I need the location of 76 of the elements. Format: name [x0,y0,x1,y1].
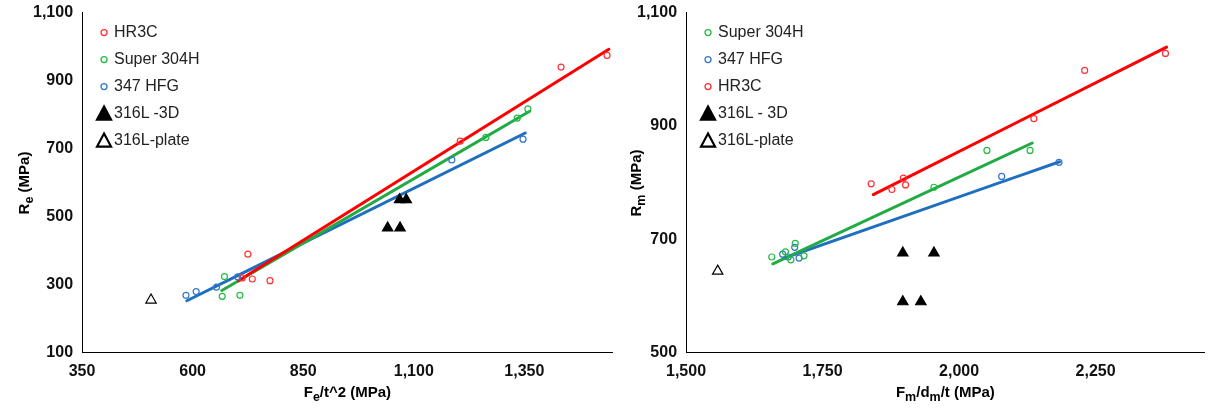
x-tick-label: 600 [179,361,207,379]
point [930,183,938,191]
x-tick-label: 1,500 [666,361,707,379]
point [192,287,200,296]
point [400,193,413,204]
point [266,277,274,285]
point [238,274,246,282]
y-tick-label: 700 [650,229,678,247]
y-tick-label: 300 [46,275,74,293]
point [236,291,244,299]
x-tick-label: 850 [289,361,317,379]
point [519,135,527,143]
legend-label: 347 HFG [718,50,783,68]
y-tick-label: 1,100 [636,3,678,21]
y-tick-label: 100 [46,343,74,361]
y-tick-label: 900 [46,71,74,89]
point [248,275,256,283]
point [791,239,799,247]
x-tick-label: 2,000 [939,361,980,379]
point [928,246,940,257]
x-axis-title: F$_{e}$/t^2 (MPa) [303,382,392,404]
y-tick-label: 1,100 [32,3,74,21]
point [218,292,226,300]
point [524,105,532,113]
point [897,295,909,306]
point [448,156,456,164]
point [244,250,252,258]
legend-label: HR3C [114,23,158,41]
point [603,51,611,60]
y-tick-label: 500 [46,207,74,225]
point [901,181,910,189]
point [795,254,803,262]
y-tick-label: 700 [46,139,74,157]
legend-label: 316L - 3D [718,104,788,122]
x-tick-label: 1,350 [504,361,545,379]
point [1055,158,1063,166]
point [456,137,464,145]
point [182,291,190,299]
y-tick-label: 500 [650,343,678,361]
point [220,273,229,281]
legend-label: HR3C [718,77,762,95]
point [381,221,394,232]
point [394,221,406,232]
point [899,174,907,182]
legend-label: 347 HFG [114,77,179,95]
point [145,293,157,304]
point [234,273,242,281]
point [867,180,875,188]
point [800,252,808,260]
point [557,63,565,71]
point [768,253,776,261]
point [711,264,724,275]
point [888,185,896,194]
x-axis-title: F$_{m}$/d$_{m}$/t (MPa) [895,382,995,404]
point [897,246,909,257]
legend-label: 316L-plate [114,131,190,149]
legend-label: 316L -3D [114,104,180,122]
x-tick-label: 350 [68,361,96,379]
x-tick-label: 1,100 [393,361,434,379]
point [513,114,521,122]
point [1161,49,1170,58]
point [791,243,799,251]
point [998,172,1006,181]
y-tick-label: 900 [650,116,678,134]
point [983,146,991,154]
point [915,295,927,306]
x-tick-label: 1,750 [802,361,843,379]
legend-label: Super 304H [718,23,804,41]
point [1081,66,1089,75]
point [212,283,221,291]
point [1030,115,1038,123]
x-tick-label: 2,250 [1075,361,1116,379]
point [1026,146,1034,154]
legend-label: Super 304H [114,50,200,68]
legend-label: 316L-plate [718,131,794,149]
point [482,133,490,142]
